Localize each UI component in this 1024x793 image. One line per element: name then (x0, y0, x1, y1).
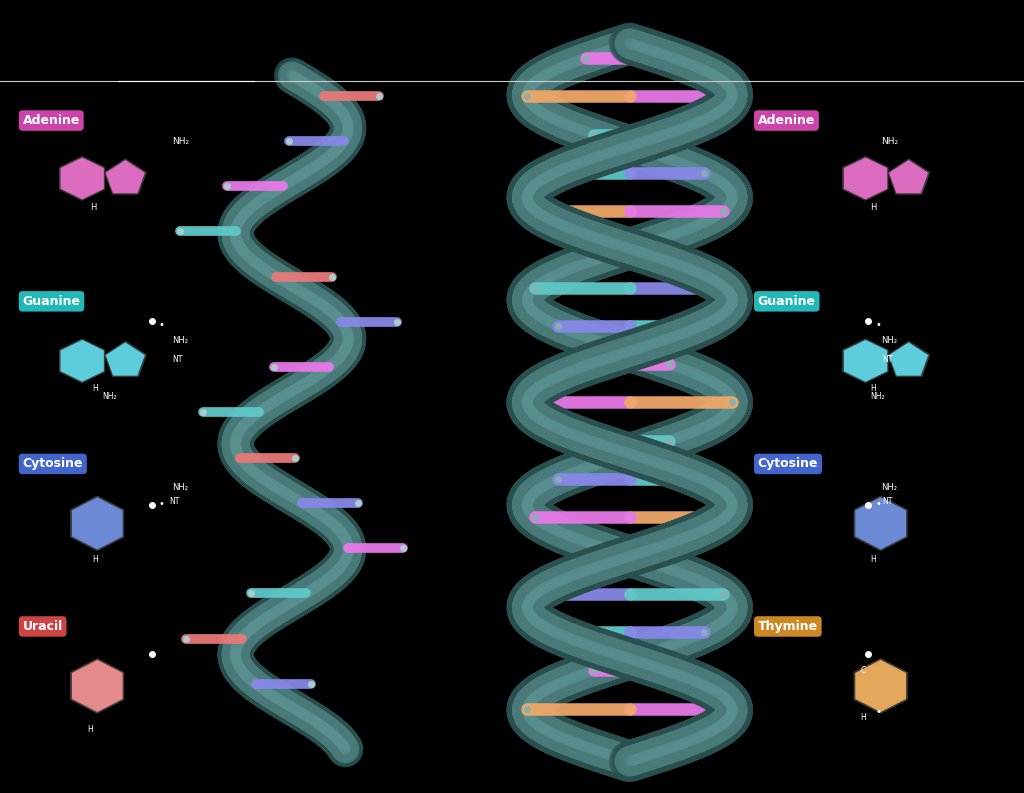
Text: NT: NT (883, 497, 893, 507)
Polygon shape (59, 339, 104, 382)
Polygon shape (854, 658, 907, 714)
Text: NH₂: NH₂ (172, 483, 188, 492)
Polygon shape (843, 157, 888, 200)
Text: •: • (876, 320, 882, 330)
Text: Cytosine: Cytosine (23, 458, 83, 470)
Text: NH₂: NH₂ (172, 136, 189, 146)
Text: NH₂: NH₂ (881, 483, 897, 492)
Polygon shape (888, 159, 930, 194)
Polygon shape (888, 159, 929, 194)
Text: H: H (92, 384, 98, 393)
Text: Adenine: Adenine (23, 114, 80, 127)
Polygon shape (843, 339, 888, 383)
Text: C: C (860, 665, 865, 675)
Text: NH₂: NH₂ (870, 392, 885, 401)
Polygon shape (71, 496, 124, 551)
Text: •: • (876, 499, 882, 508)
Text: NT: NT (883, 354, 893, 364)
Text: Guanine: Guanine (758, 295, 816, 308)
Text: Adenine: Adenine (758, 114, 815, 127)
Polygon shape (104, 159, 145, 194)
Text: •: • (876, 707, 882, 717)
Text: H: H (870, 203, 877, 213)
Text: NT: NT (169, 497, 179, 507)
Polygon shape (71, 658, 124, 714)
Polygon shape (855, 659, 906, 713)
Text: Uracil: Uracil (23, 620, 62, 633)
Text: H: H (92, 554, 98, 564)
Text: H: H (87, 725, 93, 734)
Polygon shape (59, 157, 104, 200)
Polygon shape (59, 339, 104, 383)
Text: NH₂: NH₂ (881, 336, 897, 346)
Text: H: H (860, 713, 866, 722)
Polygon shape (104, 341, 146, 377)
Polygon shape (888, 342, 929, 377)
Text: NH₂: NH₂ (172, 336, 188, 346)
Text: H: H (90, 203, 96, 213)
Text: •: • (159, 320, 165, 330)
Text: Thymine: Thymine (758, 620, 818, 633)
Text: Cytosine: Cytosine (758, 458, 818, 470)
Polygon shape (72, 496, 123, 550)
Polygon shape (854, 496, 907, 551)
Polygon shape (104, 159, 146, 194)
Text: •: • (159, 499, 165, 508)
Polygon shape (855, 496, 906, 550)
Polygon shape (843, 156, 888, 201)
Text: NT: NT (172, 354, 182, 364)
Text: H: H (870, 384, 877, 393)
Polygon shape (843, 339, 888, 382)
Text: NH₂: NH₂ (881, 136, 898, 146)
Text: H: H (870, 554, 877, 564)
Text: NH₂: NH₂ (102, 392, 117, 401)
Polygon shape (104, 342, 145, 377)
Polygon shape (72, 659, 123, 713)
Polygon shape (888, 341, 930, 377)
Text: Guanine: Guanine (23, 295, 81, 308)
Polygon shape (59, 156, 104, 201)
